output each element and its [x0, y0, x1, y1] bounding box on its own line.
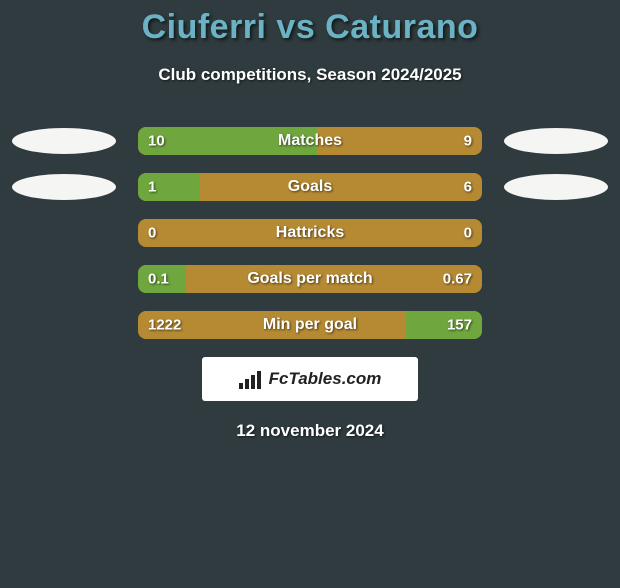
stat-value-right: 0.67: [443, 271, 472, 288]
date-label: 12 november 2024: [0, 421, 620, 441]
stat-value-left: 0: [148, 225, 156, 242]
page-title: Ciuferri vs Caturano: [0, 8, 620, 47]
right-logo-slot: [492, 128, 620, 154]
team-right-logo: [504, 128, 608, 154]
stat-value-right: 9: [464, 133, 472, 150]
stat-value-left: 10: [148, 133, 165, 150]
stat-bar: 0 Hattricks 0: [138, 219, 482, 247]
stats-rows: 10 Matches 9 1 Goals 6 0 Hattricks 0 0.1 Goals per…: [0, 127, 620, 339]
left-logo-slot: [0, 128, 128, 154]
stat-bar: 10 Matches 9: [138, 127, 482, 155]
comparison-card: Ciuferri vs Caturano Club competitions, …: [0, 8, 620, 441]
stat-bar: 1 Goals 6: [138, 173, 482, 201]
left-logo-slot: [0, 174, 128, 200]
badge-text: FcTables.com: [269, 369, 382, 389]
stat-label: Goals: [288, 178, 332, 196]
stat-label: Goals per match: [247, 270, 372, 288]
team-left-logo: [12, 128, 116, 154]
stat-label: Matches: [278, 132, 342, 150]
site-badge[interactable]: FcTables.com: [202, 357, 418, 401]
stat-value-right: 6: [464, 179, 472, 196]
stat-row: 10 Matches 9: [0, 127, 620, 155]
stat-bar: 1222 Min per goal 157: [138, 311, 482, 339]
stat-value-right: 0: [464, 225, 472, 242]
stat-value-left: 1222: [148, 317, 181, 334]
stat-bar: 0.1 Goals per match 0.67: [138, 265, 482, 293]
right-logo-slot: [492, 174, 620, 200]
stat-row: 1222 Min per goal 157: [0, 311, 620, 339]
team-left-logo: [12, 174, 116, 200]
team-right-logo: [504, 174, 608, 200]
stat-label: Hattricks: [276, 224, 344, 242]
stat-row: 1 Goals 6: [0, 173, 620, 201]
stat-row: 0.1 Goals per match 0.67: [0, 265, 620, 293]
subtitle: Club competitions, Season 2024/2025: [0, 65, 620, 85]
stat-value-left: 0.1: [148, 271, 169, 288]
stat-row: 0 Hattricks 0: [0, 219, 620, 247]
stat-value-right: 157: [447, 317, 472, 334]
chart-icon: [239, 369, 265, 389]
stat-label: Min per goal: [263, 316, 357, 334]
stat-value-left: 1: [148, 179, 156, 196]
